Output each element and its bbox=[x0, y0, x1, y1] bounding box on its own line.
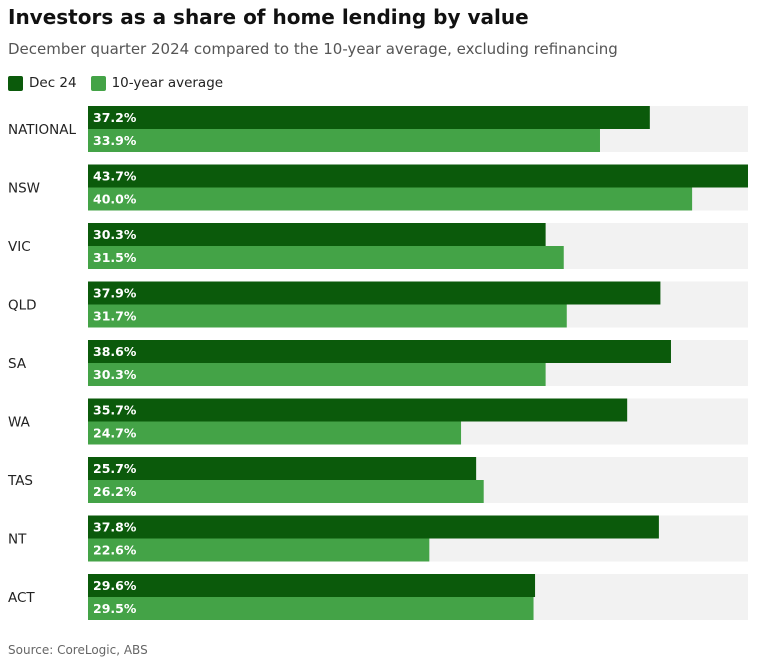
data-label-tas-10yr-average: 26.2% bbox=[93, 484, 137, 499]
legend-item-10yr-average: 10-year average bbox=[90, 75, 224, 91]
data-label-national-dec24: 37.2% bbox=[93, 110, 137, 125]
data-label-sa-10yr-average: 30.3% bbox=[93, 367, 137, 382]
data-label-nt-10yr-average: 22.6% bbox=[93, 543, 137, 558]
bar-national-10yr-average bbox=[88, 129, 600, 152]
legend-swatch-dec24 bbox=[8, 75, 23, 91]
data-label-vic-10yr-average: 31.5% bbox=[93, 250, 137, 265]
category-label-tas: TAS bbox=[7, 473, 33, 489]
legend-label-10yr-average: 10-year average bbox=[111, 75, 224, 91]
data-label-tas-dec24: 25.7% bbox=[93, 461, 137, 476]
chart-subtitle: December quarter 2024 compared to the 10… bbox=[8, 40, 618, 58]
data-label-nsw-dec24: 43.7% bbox=[93, 169, 137, 184]
legend-item-dec24: Dec 24 bbox=[8, 75, 77, 91]
bar-tas-10yr-average bbox=[88, 480, 484, 503]
bar-nsw-dec24 bbox=[88, 164, 748, 188]
chart-title: Investors as a share of home lending by … bbox=[8, 5, 529, 29]
bar-act-10yr-average bbox=[88, 597, 534, 620]
data-label-national-10yr-average: 33.9% bbox=[93, 133, 137, 148]
legend: Dec 24 10-year average bbox=[8, 75, 237, 91]
data-label-vic-dec24: 30.3% bbox=[93, 227, 137, 242]
bar-vic-dec24 bbox=[88, 223, 546, 246]
bar-nsw-10yr-average bbox=[88, 187, 693, 211]
category-label-vic: VIC bbox=[8, 239, 31, 255]
data-label-qld-dec24: 37.9% bbox=[93, 286, 137, 301]
bar-wa-10yr-average bbox=[88, 421, 462, 445]
data-label-nsw-10yr-average: 40.0% bbox=[93, 192, 137, 207]
bar-qld-dec24 bbox=[88, 281, 661, 305]
category-label-nsw: NSW bbox=[8, 181, 40, 197]
category-label-national: NATIONAL bbox=[8, 122, 76, 138]
data-label-sa-dec24: 38.6% bbox=[93, 344, 137, 359]
category-label-wa: WA bbox=[8, 415, 31, 431]
data-label-nt-dec24: 37.8% bbox=[93, 520, 137, 535]
bar-act-dec24 bbox=[88, 574, 536, 597]
bar-sa-dec24 bbox=[88, 340, 671, 363]
legend-swatch-10yr-average bbox=[90, 75, 106, 91]
data-label-wa-dec24: 35.7% bbox=[93, 403, 137, 418]
bar-nt-10yr-average bbox=[88, 538, 430, 562]
bar-wa-dec24 bbox=[88, 398, 628, 422]
bar-qld-10yr-average bbox=[88, 304, 567, 328]
data-label-qld-10yr-average: 31.7% bbox=[93, 309, 137, 324]
bar-national-dec24 bbox=[88, 106, 650, 129]
source-note: Source: CoreLogic, ABS bbox=[8, 643, 148, 657]
bar-sa-10yr-average bbox=[88, 363, 546, 386]
legend-label-dec24: Dec 24 bbox=[29, 75, 77, 91]
category-label-qld: QLD bbox=[8, 298, 37, 314]
category-label-act: ACT bbox=[8, 590, 35, 606]
bar-tas-dec24 bbox=[88, 457, 477, 480]
bar-nt-dec24 bbox=[88, 515, 659, 539]
category-label-sa: SA bbox=[8, 356, 27, 372]
data-label-act-10yr-average: 29.5% bbox=[93, 601, 137, 616]
data-label-act-dec24: 29.6% bbox=[93, 578, 137, 593]
category-label-nt: NT bbox=[8, 532, 27, 548]
data-label-wa-10yr-average: 24.7% bbox=[93, 426, 137, 441]
bar-vic-10yr-average bbox=[88, 246, 564, 269]
